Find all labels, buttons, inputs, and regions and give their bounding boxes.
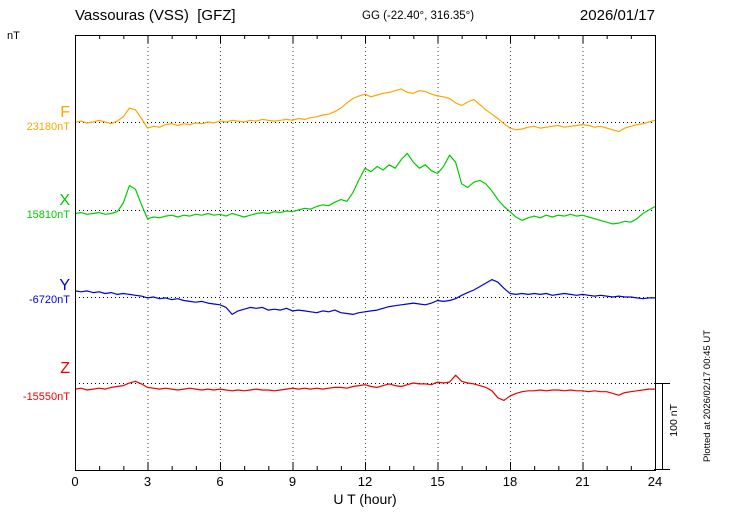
scale-bar-label: 100 nT <box>668 404 680 437</box>
x-axis-title: U T (hour) <box>333 491 397 507</box>
trace-Z <box>74 374 655 401</box>
x-tick-label: 6 <box>216 474 224 489</box>
x-tick-label: 21 <box>575 474 590 489</box>
component-baseline-F: 23180nT <box>26 121 70 133</box>
component-X: X 15810nT <box>0 192 70 222</box>
component-F: F 23180nT <box>0 104 70 134</box>
trace-F <box>74 88 656 133</box>
component-Y: Y -6720nT <box>0 277 70 307</box>
geographic-coordinates: GG (-22.40°, 316.35°) <box>362 10 475 22</box>
plot-border <box>75 35 656 471</box>
component-letter-Y: Y <box>59 277 70 294</box>
x-tick-label: 12 <box>357 474 373 489</box>
y-axis-unit-label: nT <box>7 30 20 42</box>
plot-date: 2026/01/17 <box>579 7 655 24</box>
trace-Y <box>74 279 655 315</box>
x-tick-label: 9 <box>288 474 297 489</box>
plotted-at-note: Plotted at 2026/02/17 00:45 UT <box>702 330 713 463</box>
trace-X <box>74 152 656 225</box>
component-baseline-Y: -6720nT <box>29 294 70 306</box>
component-Z: Z -15550nT <box>0 360 70 404</box>
component-letter-X: X <box>59 192 70 209</box>
x-tick-label: 18 <box>502 474 518 489</box>
component-baseline-X: 15810nT <box>26 209 70 221</box>
station-title: Vassouras (VSS) [GFZ] <box>75 7 236 24</box>
x-tick-label: 15 <box>430 474 445 489</box>
x-tick-label: 3 <box>143 474 152 489</box>
component-letter-Z: Z <box>60 360 70 377</box>
x-tick-label: 24 <box>647 474 663 489</box>
component-baseline-Z: -15550nT <box>22 391 70 403</box>
component-letter-F: F <box>60 104 70 121</box>
x-tick-label: 0 <box>71 474 79 489</box>
